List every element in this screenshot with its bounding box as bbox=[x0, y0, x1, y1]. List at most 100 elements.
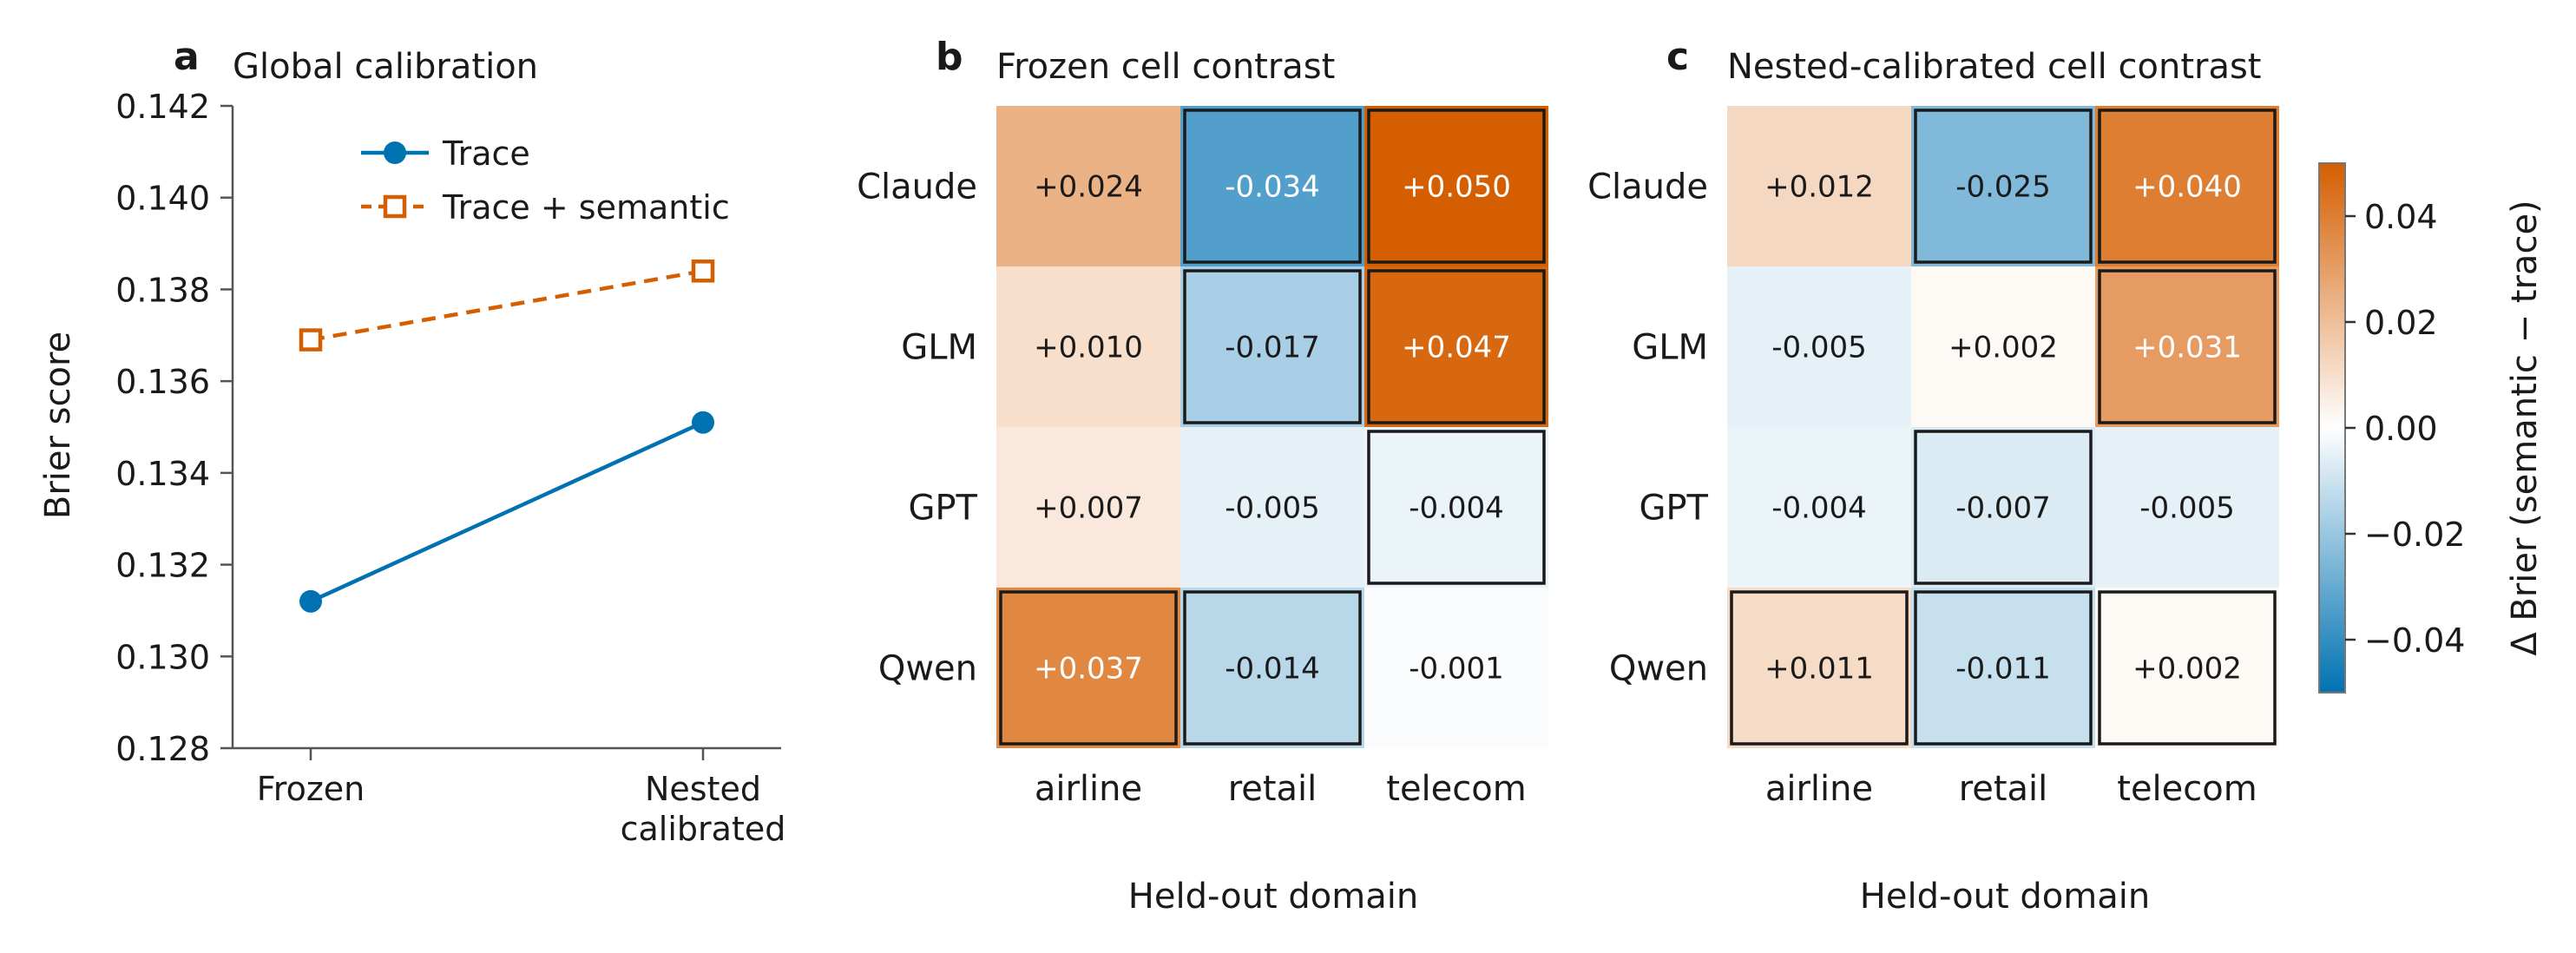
cell-value: -0.005 bbox=[1771, 331, 1867, 365]
cell-outline bbox=[1183, 590, 1362, 746]
cell-value: +0.024 bbox=[1034, 170, 1143, 205]
y-tick-label: Qwen bbox=[1609, 649, 1708, 689]
cell-value: +0.047 bbox=[1402, 331, 1511, 365]
panel-a-ylabel: Brier score bbox=[38, 332, 78, 519]
cell-value: -0.011 bbox=[1955, 652, 2051, 687]
x-tick-label: telecom bbox=[1386, 769, 1526, 809]
cell-value: -0.005 bbox=[1225, 491, 1320, 526]
cell-value: +0.040 bbox=[2132, 170, 2242, 205]
heatmap-cell bbox=[1911, 106, 2095, 266]
colorbar-tick-label: −0.04 bbox=[2364, 621, 2465, 660]
x-tick-label: Frozen bbox=[257, 770, 365, 808]
y-tick-label: 0.140 bbox=[115, 180, 210, 218]
cell-value: -0.014 bbox=[1225, 652, 1320, 687]
cell-value: +0.002 bbox=[2132, 652, 2242, 687]
heatmap-cell bbox=[1180, 427, 1364, 588]
panel-b-label: b bbox=[936, 35, 963, 79]
panel-a-series bbox=[299, 260, 715, 613]
cell-value: -0.001 bbox=[1409, 652, 1504, 687]
cell-value: +0.011 bbox=[1764, 652, 1874, 687]
data-point bbox=[692, 411, 714, 434]
heatmap-cell bbox=[1911, 588, 2095, 748]
heatmap-cell bbox=[1727, 427, 1911, 588]
y-tick-label: GLM bbox=[901, 328, 977, 368]
cell-value: +0.037 bbox=[1034, 652, 1143, 687]
cell-value: -0.017 bbox=[1225, 331, 1320, 365]
heatmap-cell bbox=[2095, 266, 2279, 427]
colorbar: 0.04 0.02 0.00 −0.02 −0.04 Δ Brier (semantic… bbox=[2318, 162, 2545, 693]
y-tick-label: Claude bbox=[1587, 168, 1708, 207]
colorbar-ticks: 0.04 0.02 0.00 −0.02 −0.04 bbox=[2345, 198, 2465, 660]
x-tick-label: airline bbox=[1765, 769, 1873, 809]
colorbar-tick-label: 0.04 bbox=[2364, 198, 2438, 236]
y-tick-label: Qwen bbox=[878, 649, 977, 689]
heatmap-cell bbox=[1364, 588, 1548, 748]
panel-a: a Global calibration Brier score 0.1280.… bbox=[38, 35, 785, 848]
y-tick-label: 0.134 bbox=[115, 455, 210, 493]
panel-c-title: Nested-calibrated cell contrast bbox=[1727, 47, 2262, 87]
cell-value: +0.002 bbox=[1948, 331, 2058, 365]
heatmap-cell bbox=[1911, 427, 2095, 588]
cell-value: +0.012 bbox=[1764, 170, 1874, 205]
legend-marker bbox=[383, 194, 407, 219]
x-tick-label: telecom bbox=[2117, 769, 2257, 809]
y-tick-label: GPT bbox=[1639, 489, 1708, 529]
heatmap-cell bbox=[1727, 106, 1911, 266]
cell-value: +0.031 bbox=[2132, 331, 2242, 365]
y-tick-label: Claude bbox=[857, 168, 977, 207]
x-tick-label: Nested calibrated bbox=[621, 770, 786, 848]
legend-label: Trace + semantic bbox=[442, 188, 730, 227]
cell-value: +0.007 bbox=[1034, 491, 1143, 526]
heatmap-cell bbox=[1180, 106, 1364, 266]
x-tick-label: retail bbox=[1959, 769, 2048, 809]
panel-b: b Frozen cell contrast +0.024 -0.034 +0.05… bbox=[857, 35, 1548, 917]
panel-c: c Nested-calibrated cell contrast +0.012… bbox=[1587, 35, 2279, 917]
heatmap-cell bbox=[996, 106, 1180, 266]
cell-value: -0.005 bbox=[2139, 491, 2235, 526]
colorbar-gradient bbox=[2318, 162, 2346, 693]
cell-outline bbox=[1367, 269, 1546, 424]
cell-outline bbox=[1367, 108, 1546, 264]
heatmap-cell bbox=[996, 427, 1180, 588]
y-tick-label: 0.128 bbox=[115, 730, 210, 768]
heatmap-cell bbox=[2095, 106, 2279, 266]
cell-outline bbox=[1183, 269, 1362, 424]
panel-b-title: Frozen cell contrast bbox=[996, 47, 1335, 87]
series-line bbox=[310, 269, 704, 342]
data-point bbox=[299, 589, 322, 613]
cell-outline bbox=[1914, 590, 2093, 746]
y-tick-label: GPT bbox=[908, 489, 977, 529]
panel-c-xlabel: Held-out domain bbox=[1860, 877, 2150, 917]
panel-a-legend: Trace Trace + semantic bbox=[361, 135, 730, 227]
colorbar-label: Δ Brier (semantic − trace) bbox=[2505, 200, 2545, 655]
heatmap-cell bbox=[1180, 266, 1364, 427]
heatmap-cell bbox=[1727, 588, 1911, 748]
cell-outline bbox=[2098, 108, 2277, 264]
y-tick-label: 0.130 bbox=[115, 638, 210, 676]
cell-value: -0.007 bbox=[1955, 491, 2051, 526]
heatmap-cell bbox=[1180, 588, 1364, 748]
data-point bbox=[691, 260, 715, 283]
colorbar-tick-label: 0.02 bbox=[2364, 304, 2438, 342]
panel-a-label: a bbox=[174, 35, 200, 79]
data-point bbox=[299, 328, 323, 352]
cell-value: -0.034 bbox=[1225, 170, 1320, 205]
series-line bbox=[310, 420, 704, 603]
heatmap-cell bbox=[1364, 266, 1548, 427]
heatmap-cell bbox=[1364, 106, 1548, 266]
colorbar-tick-label: 0.00 bbox=[2364, 410, 2438, 448]
x-tick-label: retail bbox=[1228, 769, 1318, 809]
cell-value: +0.010 bbox=[1034, 331, 1143, 365]
cell-value: -0.004 bbox=[1409, 491, 1504, 526]
heatmap-cell bbox=[2095, 427, 2279, 588]
legend-label: Trace bbox=[442, 135, 530, 173]
heatmap-cell bbox=[1364, 427, 1548, 588]
x-tick-label: airline bbox=[1035, 769, 1142, 809]
panel-c-label: c bbox=[1666, 35, 1689, 79]
y-tick-label: 0.142 bbox=[115, 88, 210, 126]
heatmap-cell bbox=[996, 588, 1180, 748]
panel-b-cells: +0.024 -0.034 +0.050 +0.010 -0.017 +0.047 +0.0… bbox=[857, 106, 1548, 809]
cell-outline bbox=[2098, 269, 2277, 424]
y-tick-label: 0.136 bbox=[115, 363, 210, 401]
